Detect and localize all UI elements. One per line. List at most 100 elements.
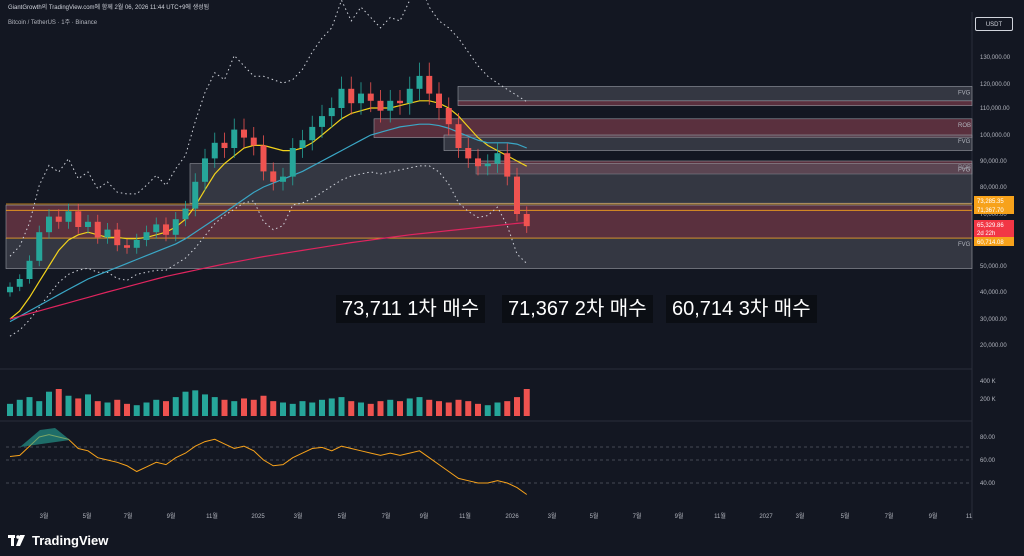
volume-bar bbox=[211, 397, 218, 416]
time-tick: 9월 bbox=[675, 512, 684, 520]
sma-long-line bbox=[9, 123, 527, 323]
volume-bar bbox=[338, 397, 345, 416]
candle-body bbox=[133, 240, 140, 248]
candle-body bbox=[182, 208, 189, 220]
annotation-buy-1: 73,711 1차 매수 bbox=[336, 295, 486, 323]
time-tick: 3월 bbox=[796, 512, 805, 520]
price-label-text: 71,367.70 bbox=[977, 208, 1004, 214]
price-tick: 70,000.00 bbox=[980, 212, 1007, 218]
zone-box bbox=[189, 163, 973, 204]
time-tick: 5월 bbox=[841, 512, 850, 520]
volume-bar bbox=[172, 397, 179, 416]
rsi-tick: 80.00 bbox=[980, 435, 996, 441]
candle-body bbox=[377, 100, 384, 111]
volume-bar bbox=[445, 402, 452, 416]
candle-body bbox=[16, 279, 23, 287]
volume-bar bbox=[65, 395, 72, 416]
volume-bar bbox=[7, 403, 13, 416]
candle-body bbox=[163, 224, 169, 235]
volume-bar bbox=[26, 397, 33, 416]
candle-body bbox=[406, 88, 413, 104]
rsi-tick: 40.00 bbox=[980, 481, 996, 487]
volume-bar bbox=[46, 391, 52, 416]
volume-bar bbox=[426, 399, 433, 416]
time-tick: 5월 bbox=[338, 512, 347, 520]
candle-body bbox=[338, 88, 345, 108]
volume-bar bbox=[94, 401, 101, 416]
time-tick: 9월 bbox=[929, 512, 938, 520]
rsi: 80.00 60.00 40.00 bbox=[6, 428, 996, 495]
candle-body bbox=[250, 137, 257, 146]
price-label-text: 65,329.86 bbox=[977, 223, 1004, 229]
volume-bar bbox=[328, 398, 335, 416]
time-tick: 2027 bbox=[759, 514, 773, 520]
candle-body bbox=[504, 153, 511, 177]
volume-bar bbox=[143, 402, 150, 416]
volume-bar bbox=[270, 401, 277, 416]
zone-box bbox=[5, 237, 973, 269]
candle-body bbox=[124, 245, 130, 248]
volume-bar bbox=[133, 405, 140, 416]
candle-body bbox=[231, 129, 238, 148]
candle-body bbox=[358, 93, 364, 104]
tradingview-logo[interactable]: TradingView bbox=[8, 533, 108, 548]
volume-bar bbox=[202, 394, 208, 416]
volume-bar bbox=[436, 401, 442, 416]
candle-body bbox=[455, 124, 462, 148]
rsi-line bbox=[9, 434, 528, 495]
candle-body bbox=[75, 211, 82, 227]
candle-body bbox=[241, 129, 247, 138]
volume-bar bbox=[221, 399, 228, 416]
price-label-text: 73,285.35 bbox=[977, 199, 1004, 205]
price-label-box bbox=[974, 205, 1014, 214]
price-label-box bbox=[974, 220, 1014, 229]
volume-bar bbox=[416, 397, 423, 416]
currency-button[interactable]: USDT bbox=[975, 17, 1013, 31]
time-axis: 3월 5월 7월 9월 11월 2025 3월 5월 7월 9월 11월 2026 3월 5월 7월 9월 11… bbox=[40, 512, 973, 520]
candle-body bbox=[484, 163, 491, 167]
volume-bar bbox=[494, 402, 501, 416]
volume-bar bbox=[192, 390, 199, 416]
volume-bar bbox=[484, 405, 491, 416]
price-tick: 100,000.00 bbox=[980, 133, 1011, 139]
volume-bar bbox=[85, 394, 91, 416]
candle-body bbox=[475, 158, 481, 167]
symbol-legend[interactable]: Bitcoin / TetherUS · 1주 · Binance bbox=[8, 20, 98, 26]
candle-body bbox=[348, 88, 355, 104]
zone-box bbox=[373, 118, 973, 138]
price-label-text: 2d 22h bbox=[977, 231, 995, 237]
zone-label: ROB bbox=[958, 165, 971, 171]
candle-body bbox=[523, 214, 530, 227]
tradingview-logo-icon bbox=[8, 534, 25, 546]
candle-body bbox=[221, 142, 228, 148]
price-label-text: 60,714.08 bbox=[977, 240, 1004, 246]
volume-bar bbox=[523, 389, 530, 416]
zone-label: FVG bbox=[958, 90, 971, 96]
volume-bar bbox=[55, 389, 62, 416]
time-tick: 9월 bbox=[420, 512, 429, 520]
candle-body bbox=[416, 75, 423, 89]
time-tick: 2026 bbox=[505, 514, 519, 520]
candle-body bbox=[426, 75, 433, 94]
volume-bar bbox=[104, 402, 111, 416]
time-tick: 7월 bbox=[382, 512, 391, 520]
candle-body bbox=[445, 108, 452, 125]
volume-bars: 400 K 200 K bbox=[7, 379, 996, 416]
time-tick: 11 bbox=[966, 514, 973, 520]
candle-body bbox=[192, 181, 199, 209]
candle-body bbox=[55, 216, 62, 222]
candle-body bbox=[514, 176, 520, 214]
volume-bar bbox=[114, 399, 121, 416]
time-tick: 11월 bbox=[459, 512, 471, 520]
volume-bar bbox=[16, 399, 23, 416]
volume-bar bbox=[406, 398, 413, 416]
time-tick: 7월 bbox=[124, 512, 133, 520]
candle-body bbox=[436, 93, 442, 108]
volume-bar bbox=[367, 403, 374, 416]
price-tick: 120,000.00 bbox=[980, 82, 1011, 88]
brand-name: TradingView bbox=[32, 533, 109, 548]
price-tick: 40,000.00 bbox=[980, 290, 1007, 296]
